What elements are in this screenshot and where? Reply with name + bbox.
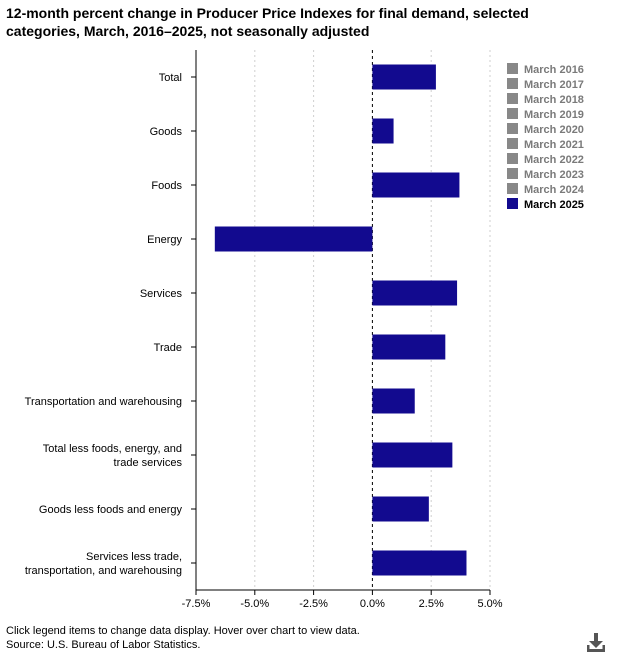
category-label: Goods — [150, 126, 183, 138]
category-label: Trade — [154, 342, 182, 354]
x-tick-label: 2.5% — [419, 598, 444, 610]
legend-label: March 2025 — [524, 199, 584, 211]
x-tick-label: 5.0% — [477, 598, 502, 610]
x-tick-label: 0.0% — [360, 598, 385, 610]
legend-item[interactable]: March 2018 — [507, 93, 584, 106]
bar[interactable] — [372, 442, 453, 468]
category-label: trade services — [114, 457, 183, 469]
legend-item[interactable]: March 2022 — [507, 153, 584, 166]
bar[interactable] — [214, 226, 373, 252]
x-tick-label: -7.5% — [182, 598, 211, 610]
bar[interactable] — [372, 334, 446, 360]
x-tick-label: -2.5% — [299, 598, 328, 610]
category-label: Total less foods, energy, and — [43, 443, 182, 455]
legend-label: March 2022 — [524, 154, 584, 166]
legend-swatch — [507, 138, 518, 149]
legend-label: March 2017 — [524, 79, 584, 91]
legend-label: March 2016 — [524, 64, 584, 76]
legend-swatch — [507, 183, 518, 194]
legend-label: March 2020 — [524, 124, 584, 136]
category-label: Transportation and warehousing — [25, 396, 182, 408]
bar[interactable] — [372, 280, 458, 306]
bar[interactable] — [372, 496, 429, 522]
legend-item[interactable]: March 2017 — [507, 78, 584, 91]
legend-swatch — [507, 63, 518, 74]
bar[interactable] — [372, 118, 394, 144]
legend-swatch — [507, 168, 518, 179]
legend-item[interactable]: March 2019 — [507, 108, 584, 121]
chart[interactable]: -7.5% -5.0% -2.5% 0.0% 2.5% 5.0% Total Goods Foo… — [0, 0, 620, 620]
category-label: Total — [159, 72, 182, 84]
legend-swatch — [507, 123, 518, 134]
footer-source: Source: U.S. Bureau of Labor Statistics. — [6, 639, 201, 651]
legend-item[interactable]: March 2023 — [507, 168, 584, 181]
legend-item[interactable]: March 2024 — [507, 183, 585, 196]
legend-label: March 2021 — [524, 139, 584, 151]
bar[interactable] — [372, 388, 415, 414]
download-icon — [587, 633, 605, 652]
category-label: Goods less foods and energy — [39, 504, 183, 516]
legend-label: March 2019 — [524, 109, 584, 121]
legend-swatch — [507, 153, 518, 164]
bar[interactable] — [372, 64, 436, 90]
chart-title: 12-month percent change in Producer Pric… — [6, 5, 529, 39]
legend-item[interactable]: March 2021 — [507, 138, 584, 151]
bar[interactable] — [372, 550, 467, 576]
category-label: Services — [140, 288, 183, 300]
legend-label: March 2018 — [524, 94, 584, 106]
legend-item[interactable]: March 2016 — [507, 63, 584, 76]
category-label: Services less trade, — [86, 551, 182, 563]
legend-swatch — [507, 93, 518, 104]
category-label: Foods — [151, 180, 182, 192]
legend-label: March 2024 — [524, 184, 585, 196]
legend-item[interactable]: March 2020 — [507, 123, 584, 136]
category-label: transportation, and warehousing — [25, 565, 182, 577]
bar[interactable] — [372, 172, 460, 198]
legend-swatch — [507, 108, 518, 119]
legend-label: March 2023 — [524, 169, 584, 181]
download-button[interactable] — [584, 630, 608, 654]
legend-item[interactable]: March 2025 — [507, 198, 584, 211]
legend-swatch — [507, 198, 518, 209]
legend-swatch — [507, 78, 518, 89]
category-label: Energy — [147, 234, 182, 246]
x-tick-label: -5.0% — [240, 598, 269, 610]
footer-note: Click legend items to change data displa… — [6, 625, 360, 637]
